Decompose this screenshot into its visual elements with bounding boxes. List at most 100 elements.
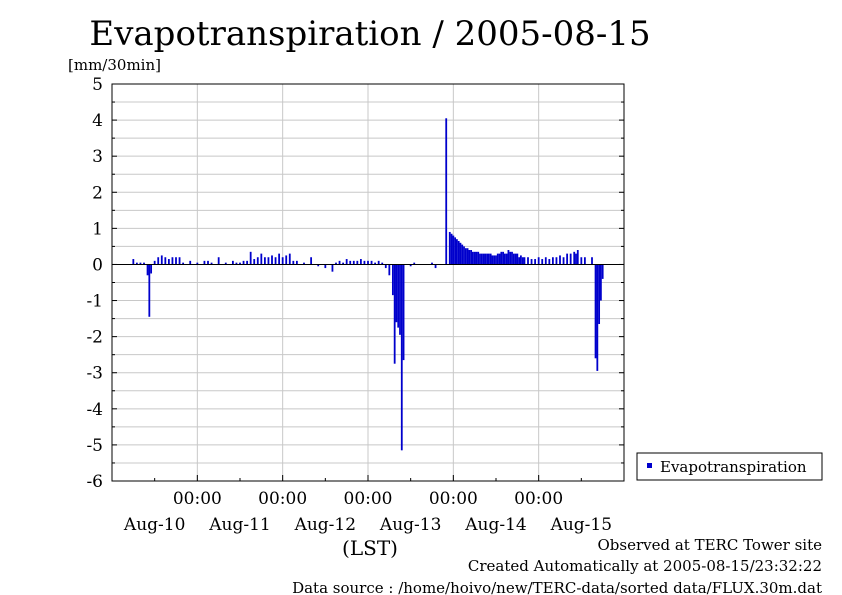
bar [599, 264, 602, 301]
bar [281, 257, 284, 265]
bar [338, 260, 341, 265]
y-tick-label: 3 [92, 147, 103, 167]
bar [203, 260, 206, 265]
bar [148, 264, 151, 317]
footer-created: Created Automatically at 2005-08-15/23:3… [468, 557, 822, 575]
bar [292, 260, 295, 265]
x-day-label: Aug-10 [123, 515, 185, 535]
y-tick-label: -2 [86, 328, 103, 348]
bar [601, 264, 604, 279]
y-tick-label: 1 [92, 219, 103, 239]
bar [434, 264, 437, 269]
bar [559, 255, 561, 265]
bar [468, 250, 471, 265]
y-tick-label: -1 [86, 292, 103, 312]
bar [381, 262, 384, 265]
bar [548, 259, 551, 265]
bar [471, 251, 474, 265]
bar [267, 257, 270, 265]
bar [534, 259, 537, 265]
bar [555, 257, 558, 265]
bar [527, 257, 529, 265]
bar [541, 259, 544, 265]
x-day-label: Aug-14 [464, 515, 526, 535]
plot-frame [111, 83, 625, 482]
bar [207, 260, 209, 265]
bar [359, 259, 362, 265]
bar [196, 262, 199, 265]
bar [157, 257, 160, 265]
y-tick-label: -6 [86, 472, 103, 492]
bar [495, 255, 497, 265]
y-axis-ticks: 5 4 3 2 1 0 -1 -2 -3 -4 -5 -6 [86, 75, 624, 492]
bar [391, 264, 394, 296]
bar [489, 253, 492, 265]
bar [455, 239, 458, 265]
bar [349, 260, 352, 265]
y-tick-label: 0 [92, 255, 103, 275]
bar [480, 253, 483, 265]
bar [591, 257, 593, 265]
bar [448, 231, 451, 265]
bar [518, 257, 521, 265]
legend-label: Evapotranspiration [660, 458, 807, 476]
bar [569, 253, 572, 265]
bar [566, 253, 569, 265]
x-time-label: 00:00 [344, 489, 393, 509]
bar [491, 255, 494, 265]
bar [498, 253, 501, 265]
bar [377, 260, 380, 265]
bar [409, 264, 412, 267]
bar [224, 262, 227, 265]
bar [331, 264, 334, 272]
bar [150, 264, 153, 274]
bar [583, 257, 586, 265]
bar [530, 259, 533, 265]
chart-title: Evapotranspiration / 2005-08-15 [89, 14, 650, 54]
bar [466, 248, 469, 265]
bar [505, 253, 508, 265]
bar [479, 253, 481, 265]
bar [509, 251, 512, 265]
bar [246, 260, 249, 265]
bar [388, 264, 391, 276]
bar [363, 260, 366, 265]
bar [487, 253, 490, 265]
bar [135, 262, 138, 265]
bar [370, 260, 373, 265]
bar [367, 260, 369, 265]
bar [271, 255, 273, 265]
bar [303, 262, 305, 265]
bar [249, 251, 252, 265]
bar [598, 264, 601, 325]
bar [486, 253, 489, 265]
bar [235, 262, 238, 265]
bar [352, 260, 355, 265]
x-time-label: 00:00 [258, 489, 307, 509]
bar [274, 257, 277, 265]
bar [143, 262, 145, 265]
bar [500, 251, 503, 265]
y-tick-label: -3 [86, 364, 103, 384]
bar [393, 264, 396, 364]
bar [182, 262, 185, 265]
gridlines [112, 83, 624, 482]
x-time-label: 00:00 [173, 489, 222, 509]
bar [445, 118, 448, 265]
bar [132, 259, 135, 265]
bar [310, 257, 313, 265]
bar [470, 250, 473, 265]
bar [295, 260, 298, 265]
footer-site: Observed at TERC Tower site [597, 536, 822, 554]
bar [175, 257, 177, 265]
bar [544, 257, 547, 265]
bar [253, 259, 256, 265]
bar [335, 262, 337, 265]
bar [397, 264, 400, 328]
bar [516, 253, 519, 265]
bar [519, 255, 522, 265]
bar-series [112, 118, 624, 451]
bar [242, 260, 245, 265]
bar [523, 257, 526, 265]
